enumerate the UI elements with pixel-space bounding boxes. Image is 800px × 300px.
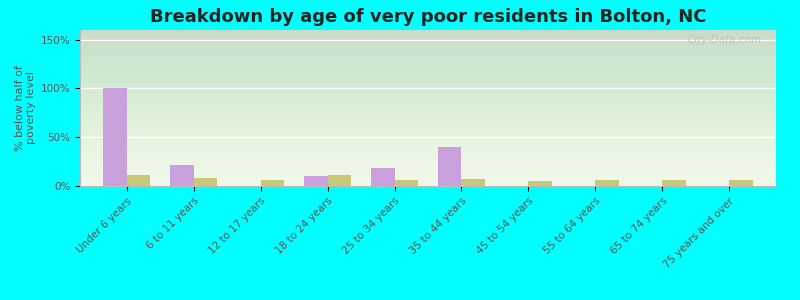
Title: Breakdown by age of very poor residents in Bolton, NC: Breakdown by age of very poor residents …: [150, 8, 706, 26]
Text: City-Data.com: City-Data.com: [688, 35, 762, 45]
Bar: [462, 179, 485, 186]
Bar: [528, 181, 552, 186]
Bar: [304, 176, 328, 186]
Bar: [371, 168, 394, 186]
Bar: [729, 180, 753, 186]
Bar: [328, 175, 351, 186]
Bar: [261, 180, 284, 186]
Bar: [394, 180, 418, 186]
Bar: [438, 147, 462, 186]
Y-axis label: % below half of
poverty level: % below half of poverty level: [15, 65, 37, 151]
Bar: [662, 180, 686, 186]
Bar: [103, 88, 127, 186]
Bar: [595, 180, 618, 186]
Bar: [127, 175, 150, 186]
Bar: [194, 178, 217, 186]
Bar: [170, 164, 194, 186]
